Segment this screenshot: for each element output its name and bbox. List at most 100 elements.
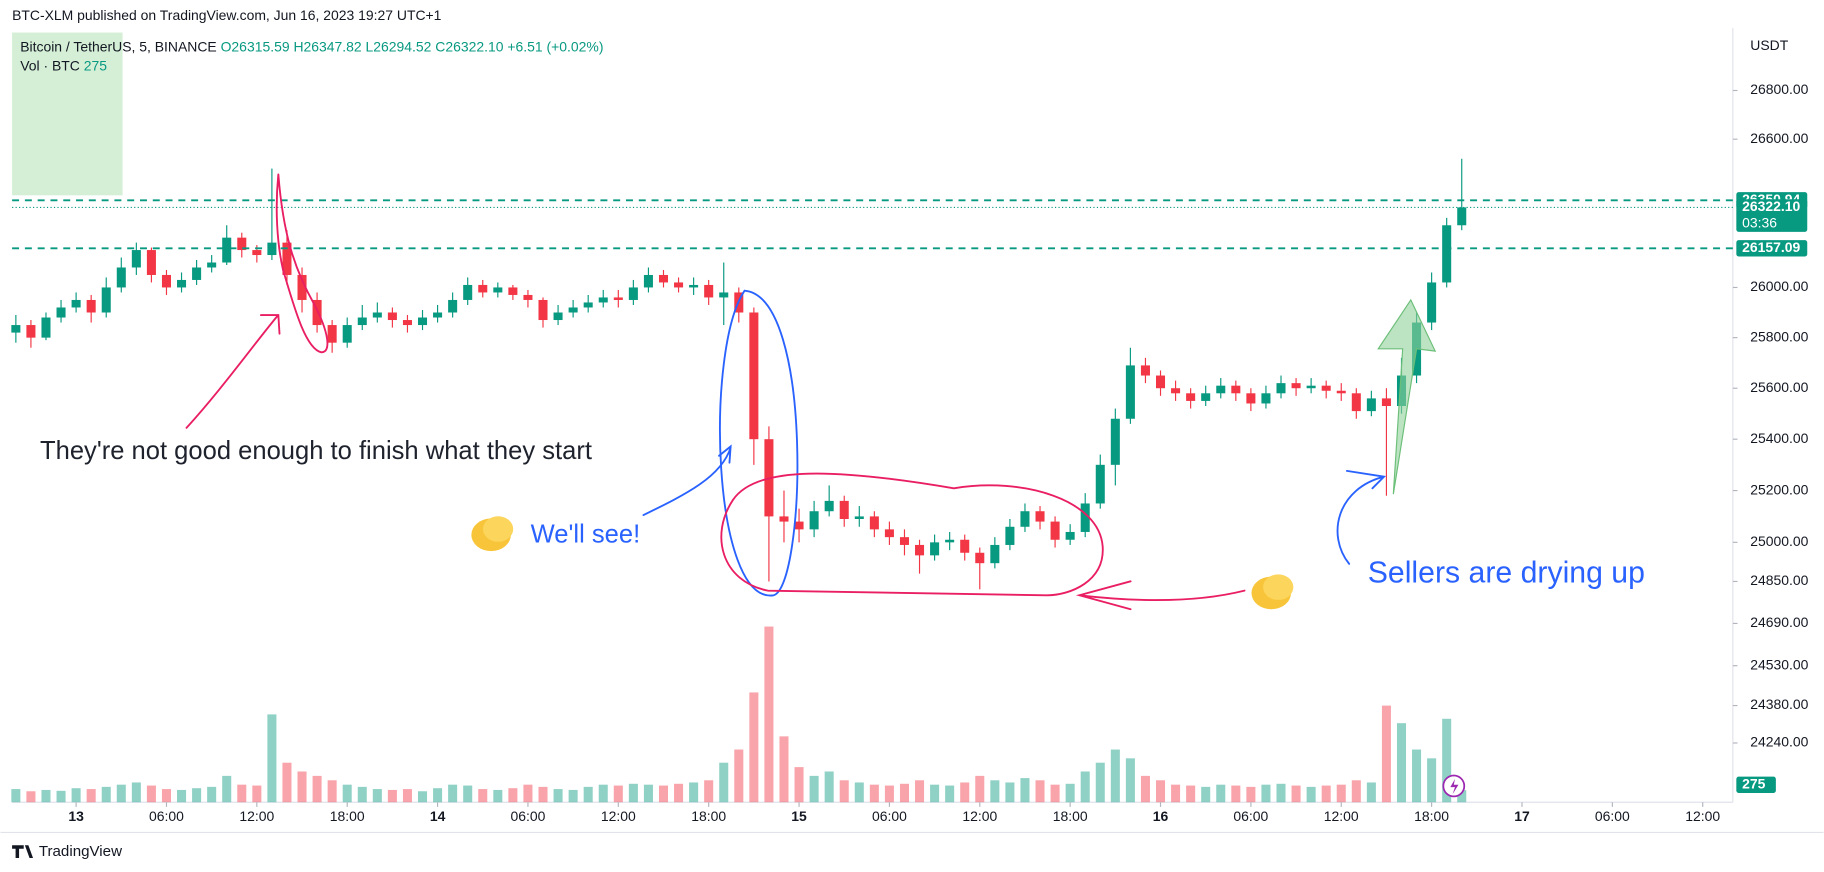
volume-bar (312, 775, 322, 803)
countdown-label: 03:36 (1742, 214, 1777, 230)
candle-body (1171, 388, 1181, 394)
volume-bar (267, 714, 277, 803)
legend-volume-value: 275 (84, 57, 108, 73)
last-price-label: 26322.10 (1742, 198, 1800, 214)
volume-bar (824, 771, 834, 803)
candle-body (1140, 365, 1150, 376)
candle-body (719, 292, 729, 298)
candle-body (56, 307, 66, 318)
volume-bar (327, 780, 337, 803)
x-tick-label: 12:00 (1324, 808, 1359, 824)
candle-body (930, 542, 940, 556)
volume-bar (282, 762, 292, 803)
blue-arrow-1 (642, 444, 732, 516)
candle-body (613, 297, 623, 300)
y-tick-label: 25000.00 (1750, 533, 1808, 549)
volume-layer (11, 626, 1467, 803)
candle-body (658, 274, 669, 283)
pink-arrow-2 (1075, 580, 1246, 611)
x-tick-label: 12:00 (1685, 808, 1720, 824)
candle-body (508, 287, 518, 295)
candle-body (975, 552, 985, 564)
volume-bar (749, 692, 759, 803)
candle-body (779, 516, 789, 522)
candle-body (131, 250, 141, 268)
volume-bar (1351, 780, 1361, 803)
candle-body (192, 267, 202, 280)
volume-bar (794, 767, 804, 803)
volume-bar (643, 784, 653, 803)
volume-bar (674, 783, 684, 803)
volume-bar (1457, 790, 1467, 803)
x-tick-label: 13 (68, 808, 84, 824)
volume-bar (478, 789, 488, 803)
y-tick-label: 24240.00 (1750, 734, 1808, 750)
volume-bar (417, 791, 428, 803)
candle-layer (11, 158, 1467, 590)
volume-bar (1125, 758, 1135, 803)
candle-body (824, 500, 834, 512)
y-tick-label: 24380.00 (1750, 696, 1808, 712)
volume-bar (568, 789, 578, 803)
volume-bar (1396, 723, 1407, 803)
unit-label: USDT (1750, 37, 1788, 53)
candle-body (478, 284, 488, 293)
footer-brand: TradingView (39, 843, 122, 860)
y-tick-label: 25600.00 (1750, 379, 1808, 395)
candle-body (794, 521, 804, 530)
volume-bar (975, 775, 985, 803)
legend-high: H26347.82 (293, 38, 361, 54)
level-box (1736, 240, 1808, 257)
volume-bar (538, 786, 548, 803)
candle-body (41, 317, 51, 338)
green-arrow (1377, 298, 1437, 495)
volume-bar (342, 784, 352, 803)
candle-body (26, 325, 36, 338)
candle-body (1201, 393, 1211, 401)
candle-body (1246, 393, 1256, 404)
candle-body (628, 287, 638, 300)
volume-bar (869, 784, 879, 803)
candle-body (1125, 365, 1135, 419)
volume-bar (1110, 749, 1120, 803)
level-label: 26157.09 (1742, 239, 1800, 255)
candle-body (146, 250, 156, 275)
clap-icon (1251, 574, 1294, 610)
volume-bar (1442, 718, 1452, 803)
candle-body (1276, 383, 1286, 394)
candle-body (1336, 390, 1346, 394)
candle-body (568, 307, 578, 313)
candle-body (1186, 393, 1196, 401)
volume-bar (1020, 778, 1030, 803)
volume-bar (1216, 784, 1226, 803)
legend-open: O26315.59 (221, 38, 290, 54)
volume-bar (222, 775, 232, 803)
candle-body (839, 500, 849, 519)
volume-bar (1261, 784, 1271, 803)
legend-volume: Vol · BTC 275 (20, 57, 107, 73)
volume-bar (854, 782, 864, 803)
volume-bar (207, 786, 217, 803)
volume-bar (1366, 782, 1376, 803)
x-tick-label: 06:00 (872, 808, 907, 824)
candle-body (1095, 464, 1105, 504)
x-tick-label: 18:00 (330, 808, 365, 824)
volume-bar (1276, 783, 1286, 803)
candle-body (899, 537, 909, 545)
volume-bar (161, 789, 171, 803)
candle-body (1261, 393, 1271, 404)
volume-bar (1201, 786, 1211, 803)
candle-body (960, 539, 970, 553)
volume-bar (915, 780, 925, 803)
volume-bar (809, 775, 819, 803)
candle-body (1110, 418, 1120, 465)
candle-body (1442, 225, 1452, 283)
candle-body (884, 529, 894, 538)
candle-body (1381, 398, 1391, 407)
volume-bar (523, 784, 533, 803)
x-tick-label: 17 (1514, 808, 1530, 824)
volume-box (1736, 776, 1776, 793)
x-tick-label: 18:00 (1053, 808, 1088, 824)
volume-bar (960, 782, 970, 803)
volume-bar (734, 749, 744, 803)
